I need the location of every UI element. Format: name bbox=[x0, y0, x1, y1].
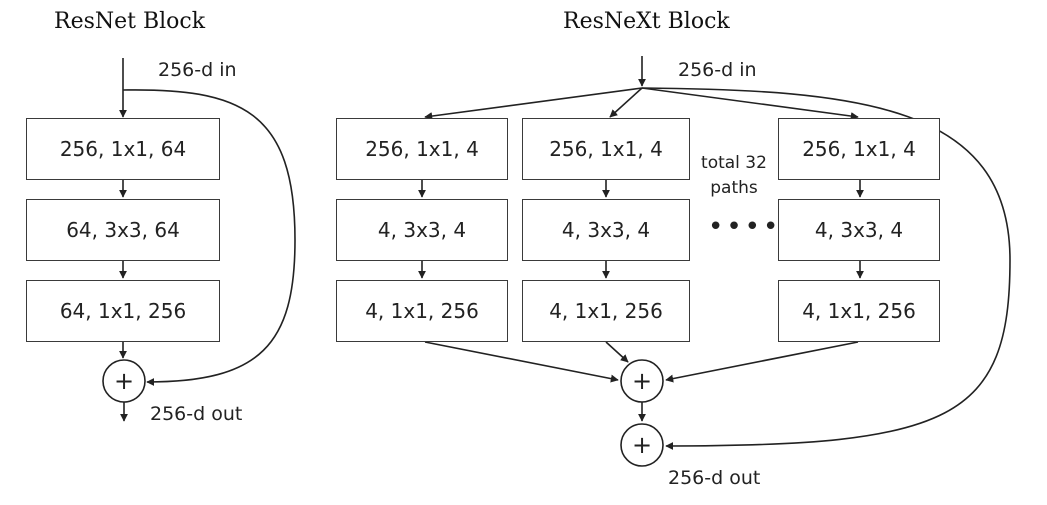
resnext-merge-path-2 bbox=[605, 341, 629, 363]
resnet-layer-1: 256, 1x1, 64 bbox=[26, 118, 220, 180]
paths-note-line-2: paths bbox=[710, 178, 758, 198]
resnext-skip-connection bbox=[641, 87, 1011, 450]
resnext-path-3-layer-3: 4, 1x1, 256 bbox=[778, 280, 940, 342]
resnext-output-label: 256-d out bbox=[668, 467, 761, 489]
resnet-skip-connection bbox=[122, 89, 296, 386]
more-paths-ellipsis: •••• bbox=[708, 212, 782, 242]
resnext-path-2-layer-2: 4, 3x3, 4 bbox=[522, 199, 690, 261]
resnext-path-3-layer-1: 256, 1x1, 4 bbox=[778, 118, 940, 180]
resnext-input-label: 256-d in bbox=[678, 59, 757, 81]
resnext-final-sum-node bbox=[620, 423, 664, 467]
resnet-output-label: 256-d out bbox=[150, 403, 243, 425]
resnext-path-2-layer-1: 256, 1x1, 4 bbox=[522, 118, 690, 180]
resnext-path-2-layer-3: 4, 1x1, 256 bbox=[522, 280, 690, 342]
resnext-title: ResNeXt Block bbox=[563, 9, 730, 34]
resnext-sum-symbol: + bbox=[631, 367, 653, 395]
paths-note: total 32 paths bbox=[694, 151, 774, 201]
resnext-final-sum-symbol: + bbox=[631, 431, 653, 459]
resnet-input-label: 256-d in bbox=[158, 59, 237, 81]
resnext-split-path-1 bbox=[424, 87, 643, 121]
resnet-sum-symbol: + bbox=[113, 367, 135, 395]
resnext-path-1-layer-3: 4, 1x1, 256 bbox=[336, 280, 508, 342]
resnext-merge-path-1 bbox=[424, 341, 619, 383]
resnext-merge-path-3 bbox=[665, 341, 859, 383]
resnext-path-3-layer-2: 4, 3x3, 4 bbox=[778, 199, 940, 261]
resnet-layer-3: 64, 1x1, 256 bbox=[26, 280, 220, 342]
resnet-title: ResNet Block bbox=[54, 9, 206, 34]
resnext-path-1-layer-1: 256, 1x1, 4 bbox=[336, 118, 508, 180]
resnext-path-1-layer-2: 4, 3x3, 4 bbox=[336, 199, 508, 261]
resnext-split-path-2 bbox=[609, 87, 643, 118]
resnext-split-path-3 bbox=[641, 87, 859, 121]
paths-note-line-1: total 32 bbox=[701, 153, 767, 173]
resnet-layer-2: 64, 3x3, 64 bbox=[26, 199, 220, 261]
